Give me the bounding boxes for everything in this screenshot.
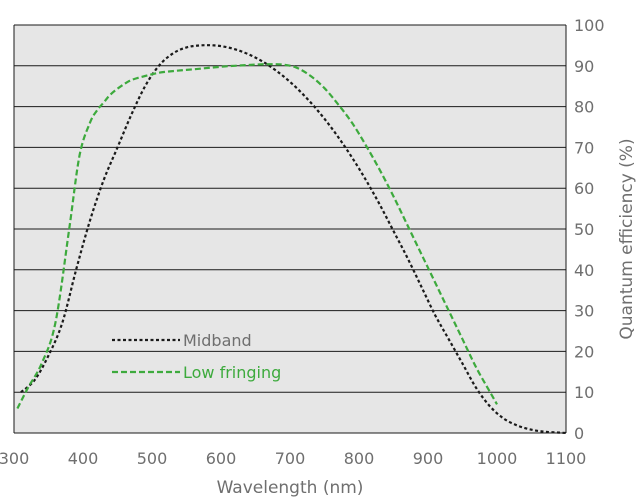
series-line-low-fringing xyxy=(16,63,498,410)
series-layer xyxy=(16,44,567,435)
y-tick-label: 70 xyxy=(574,138,594,157)
y-tick-label: 20 xyxy=(574,342,594,361)
y-tick-label: 100 xyxy=(574,16,605,35)
y-tick-label: 50 xyxy=(574,220,594,239)
x-tick-label: 400 xyxy=(68,449,99,468)
x-axis-title: Wavelength (nm) xyxy=(217,478,364,498)
y-axis-title: Quantum efficiency (%) xyxy=(617,138,637,339)
y-tick-label: 80 xyxy=(574,98,594,117)
y-axis-ticks: 0 10 20 30 40 50 60 70 80 90 100 xyxy=(574,16,605,443)
legend-label-low-fringing: Low fringing xyxy=(183,363,281,382)
y-tick-label: 60 xyxy=(574,179,594,198)
x-tick-label: 900 xyxy=(413,449,444,468)
y-tick-label: 0 xyxy=(574,424,584,443)
y-tick-label: 90 xyxy=(574,57,594,76)
y-tick-label: 10 xyxy=(574,383,594,402)
x-tick-label: 500 xyxy=(137,449,168,468)
y-tick-label: 40 xyxy=(574,261,594,280)
y-tick-label: 30 xyxy=(574,302,594,321)
legend: Midband Low fringing xyxy=(112,331,281,382)
x-axis-ticks: 300 400 500 600 700 800 900 1000 1100 xyxy=(0,449,586,468)
x-tick-label: 700 xyxy=(275,449,306,468)
x-tick-label: 1000 xyxy=(477,449,518,468)
x-tick-label: 300 xyxy=(0,449,29,468)
x-tick-label: 800 xyxy=(344,449,375,468)
legend-label-midband: Midband xyxy=(183,331,252,350)
x-tick-label: 1100 xyxy=(546,449,587,468)
x-tick-label: 600 xyxy=(206,449,237,468)
